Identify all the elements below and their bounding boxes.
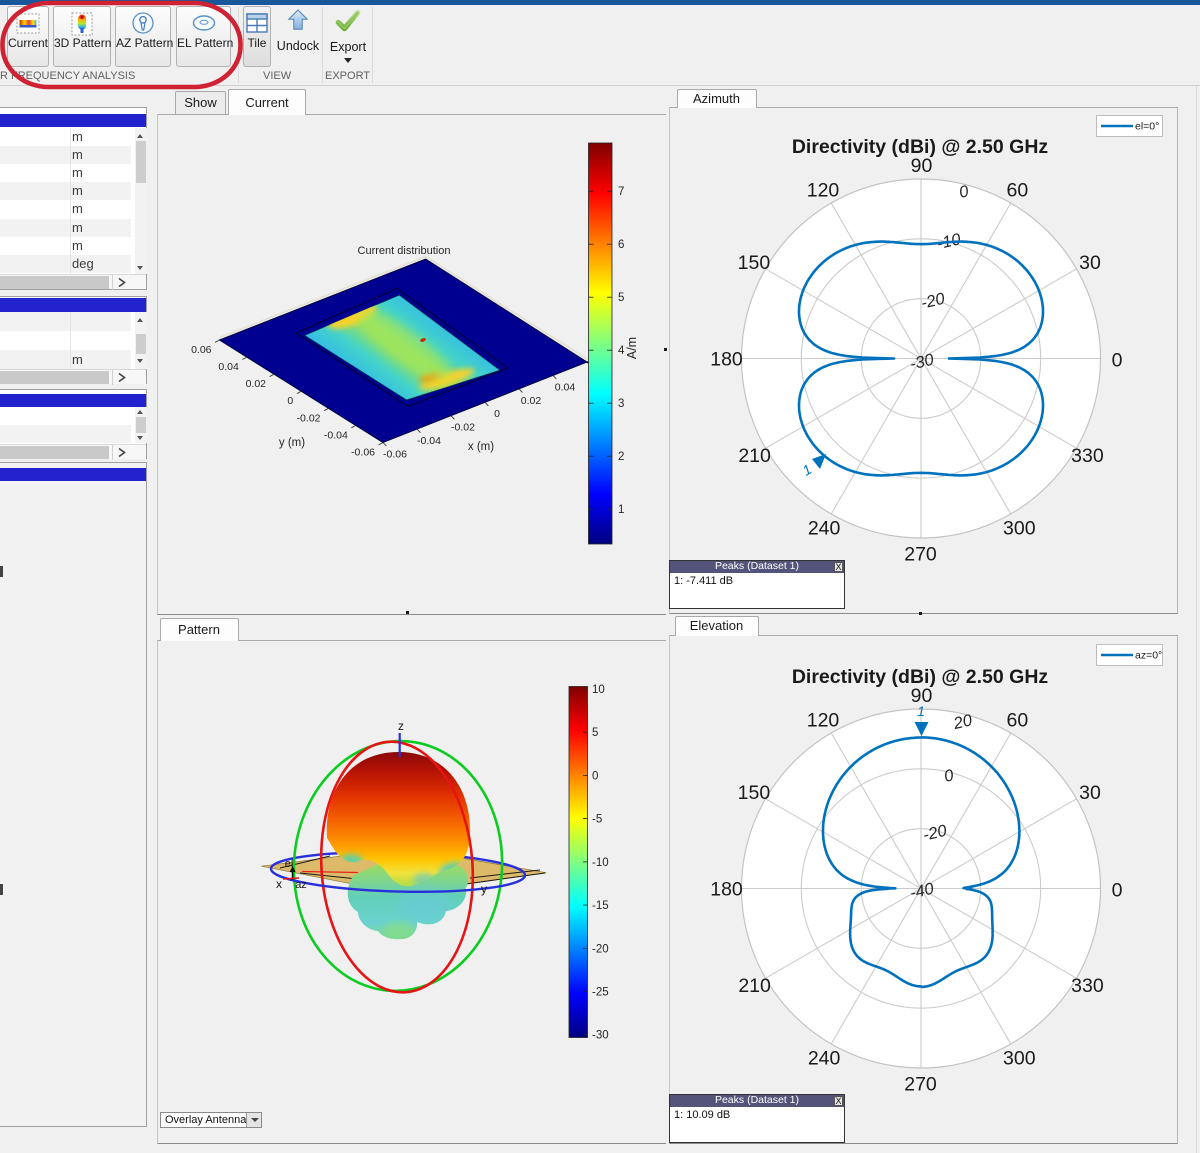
svg-text:az=0°: az=0° bbox=[1135, 649, 1162, 661]
svg-text:el=0°: el=0° bbox=[1135, 121, 1159, 133]
